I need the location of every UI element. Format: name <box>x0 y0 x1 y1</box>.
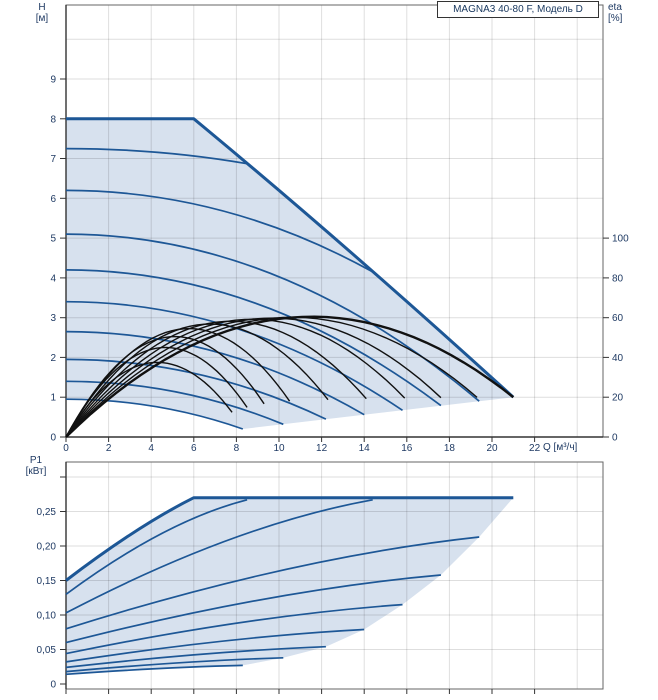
h-tick-label: 7 <box>50 154 56 165</box>
h-tick-label: 3 <box>50 313 56 324</box>
chart-title-box: MAGNA3 40-80 F, Модель D <box>437 1 599 18</box>
h-tick-label: 2 <box>50 353 56 364</box>
power-curve <box>65 574 441 644</box>
eta-tick-label: 40 <box>612 353 624 364</box>
p1-tick-label: 0,05 <box>37 645 57 656</box>
q-tick-label: 2 <box>106 443 112 454</box>
eta-tick-label: 60 <box>612 313 624 324</box>
h-axis-unit: [м] <box>35 13 49 24</box>
p1-tick-label: 0,25 <box>37 507 57 518</box>
power-curve <box>65 498 248 595</box>
power-curve <box>65 536 480 630</box>
p1-tick-label: 0 <box>50 680 56 691</box>
speed-curve <box>65 147 248 165</box>
h-tick-label: 9 <box>50 75 56 86</box>
eta-axis-label: eta [%] <box>608 2 638 24</box>
power-curve <box>65 656 284 673</box>
eta-axis-symbol: eta <box>608 2 622 13</box>
h-tick-label: 1 <box>50 393 56 404</box>
efficiency-curve <box>65 346 248 438</box>
efficiency-curve <box>65 361 233 438</box>
q-tick-label: 22 <box>529 443 541 454</box>
q-tick-label: 6 <box>191 443 197 454</box>
eta-tick-label: 0 <box>612 433 618 444</box>
eta-tick-label: 100 <box>612 234 629 245</box>
power-range-fill <box>66 497 514 675</box>
p1-axis-unit: [кВт] <box>25 466 47 477</box>
eta-tick-label: 20 <box>612 393 624 404</box>
q-tick-label: 20 <box>486 443 498 454</box>
p1-tick-label: 0,15 <box>37 576 57 587</box>
q-tick-label: 12 <box>316 443 328 454</box>
efficiency-curve <box>65 327 291 438</box>
q-tick-label: 10 <box>273 443 285 454</box>
h-tick-label: 8 <box>50 114 56 125</box>
h-tick-label: 0 <box>50 433 56 444</box>
efficiency-curve <box>65 323 329 438</box>
speed-curve <box>65 269 442 407</box>
p1-axis-label: P1 [кВт] <box>14 455 58 477</box>
p1-tick-label: 0,10 <box>37 611 57 622</box>
h-axis-label: H [м] <box>28 2 56 24</box>
q-tick-label: 0 <box>63 443 69 454</box>
eta-tick-label: 80 <box>612 273 624 284</box>
power-curve <box>65 498 373 614</box>
h-tick-label: 4 <box>50 273 56 284</box>
power-curve <box>65 645 326 669</box>
power-curve <box>65 628 365 663</box>
h-tick-label: 5 <box>50 234 56 245</box>
max-power-curve <box>65 496 514 582</box>
efficiency-curve <box>65 335 265 438</box>
speed-curve <box>65 189 374 273</box>
efficiency-curve <box>65 318 406 438</box>
q-tick-label: 16 <box>401 443 413 454</box>
q-tick-label: 14 <box>359 443 371 454</box>
power-curve <box>65 603 403 655</box>
eta-axis-unit: [%] <box>608 13 623 24</box>
speed-curve <box>65 380 284 426</box>
q-tick-label: 4 <box>148 443 154 454</box>
p1-tick-label: 0,20 <box>37 542 57 553</box>
speed-curve <box>65 358 327 420</box>
max-speed-curve <box>66 117 515 399</box>
p1-axis-symbol: P1 <box>29 455 43 466</box>
q-axis-label: Q [м³/ч] <box>543 442 578 453</box>
h-tick-label: 6 <box>50 194 56 205</box>
q-tick-label: 8 <box>234 443 240 454</box>
h-axis-symbol: H <box>38 2 46 13</box>
q-tick-label: 18 <box>444 443 456 454</box>
power-curve <box>65 664 243 676</box>
